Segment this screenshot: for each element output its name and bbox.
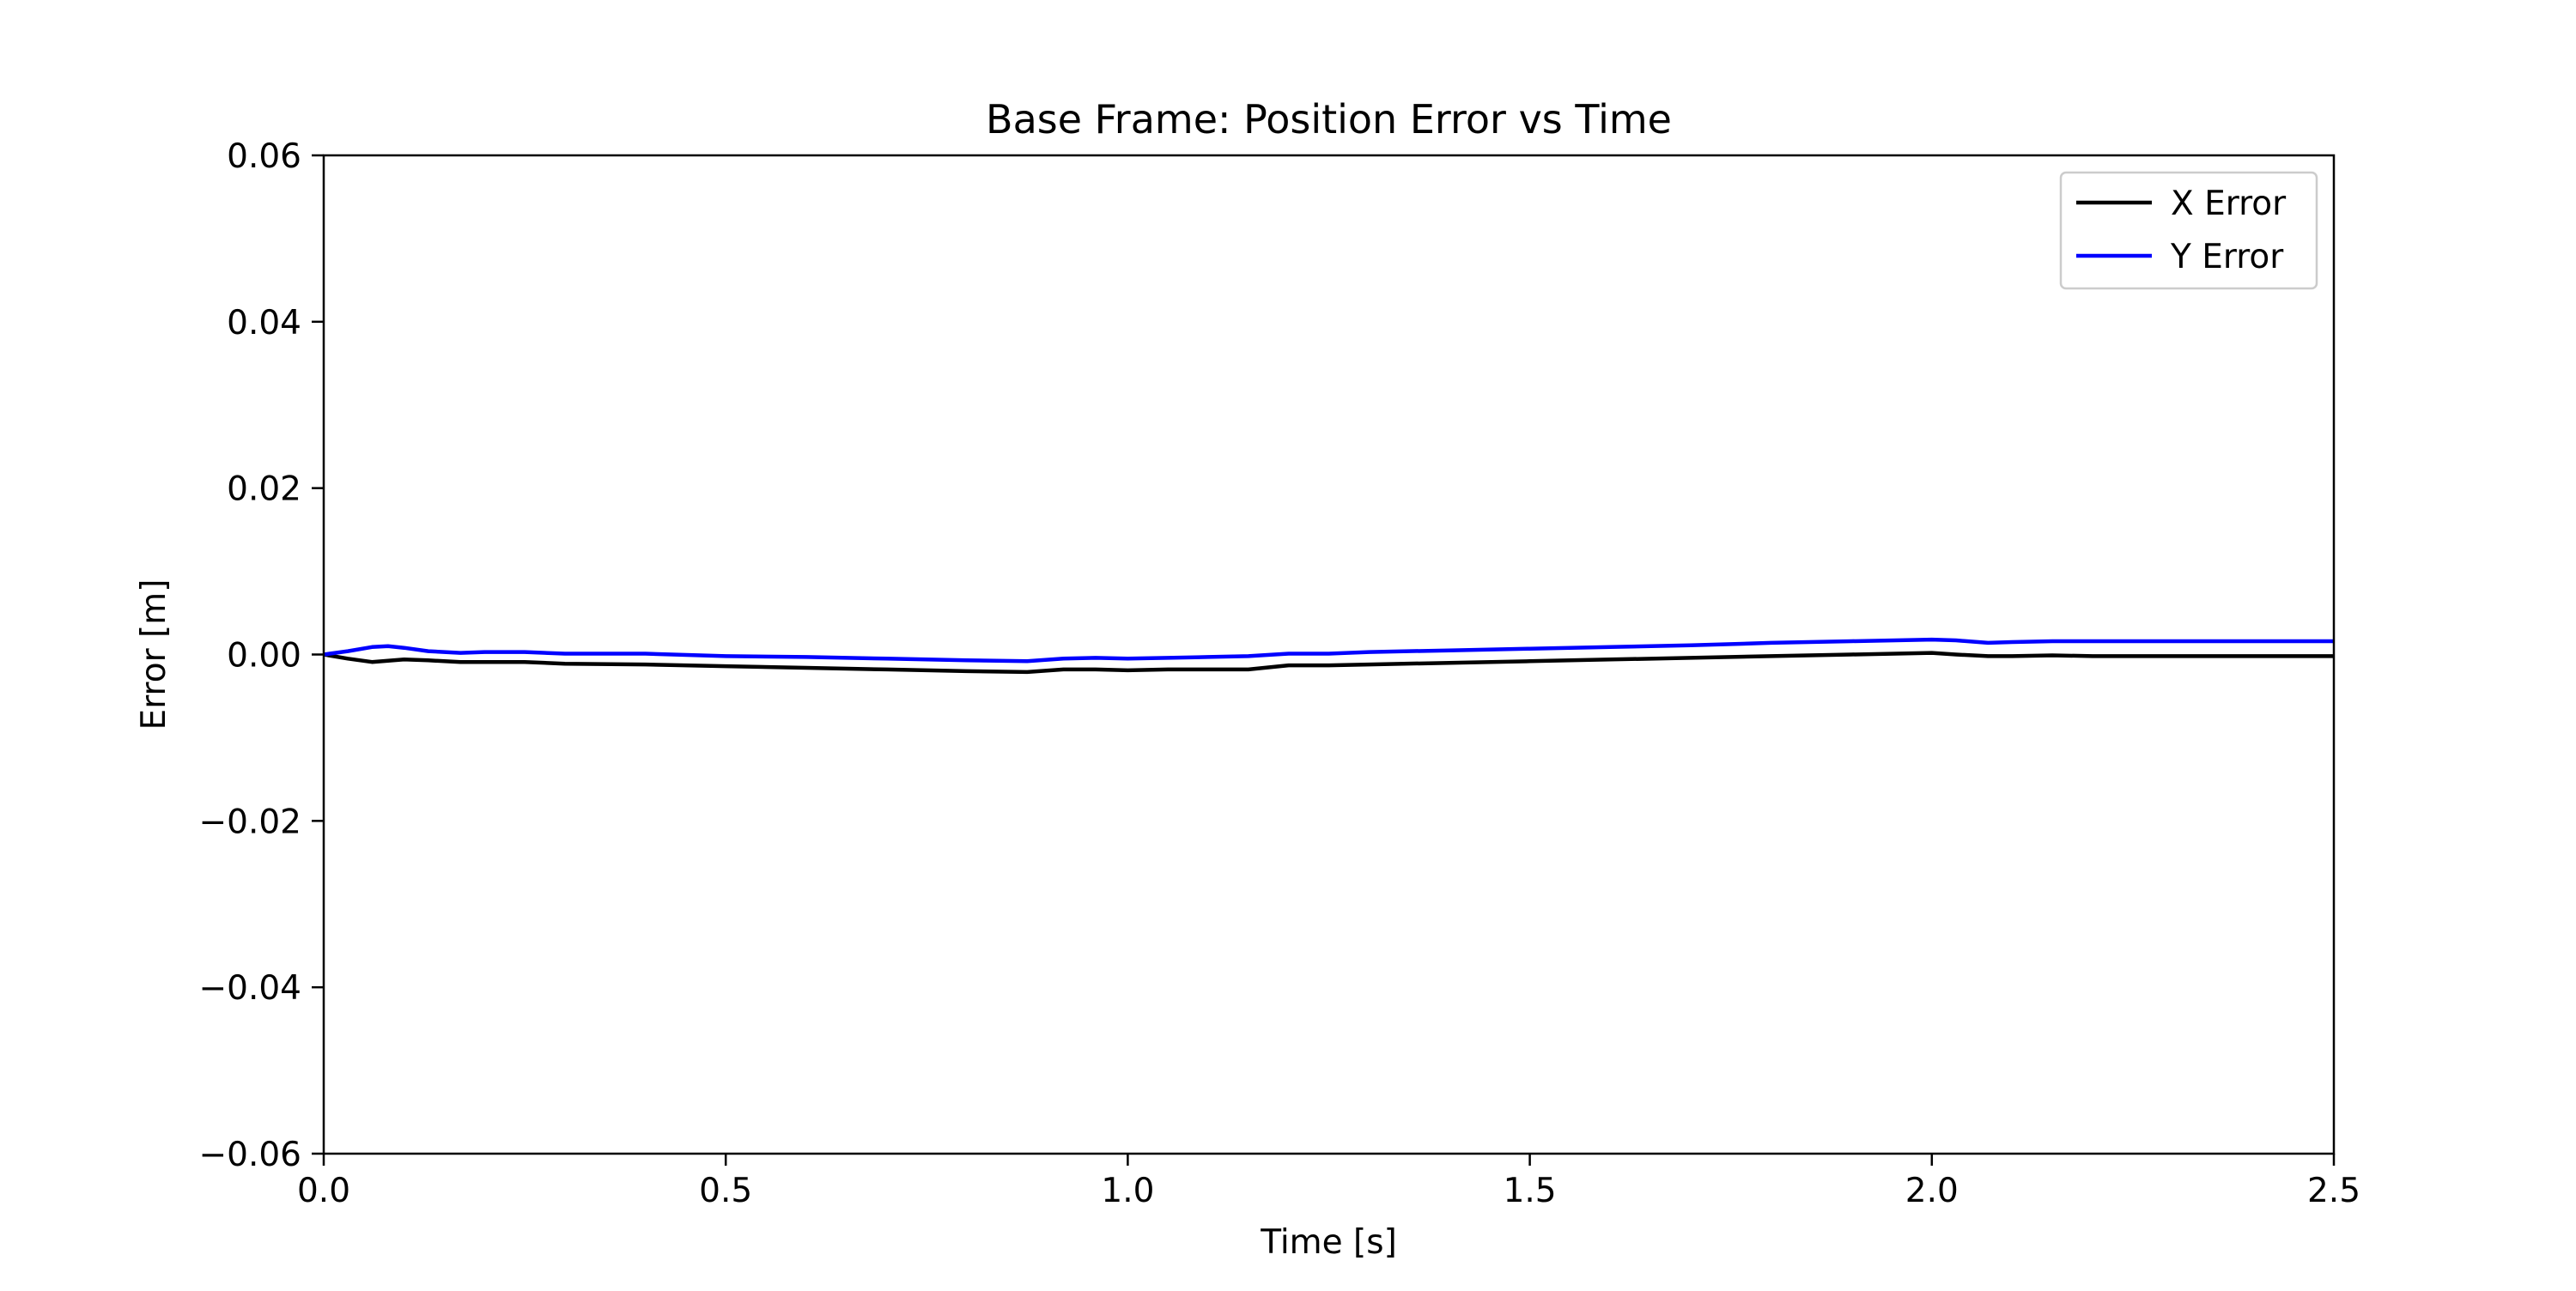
legend-label: X Error <box>2171 185 2287 223</box>
y-tick-label: −0.04 <box>198 969 301 1008</box>
x-tick-label: 2.5 <box>2307 1172 2360 1210</box>
legend: X Error Y Error <box>2059 171 2318 290</box>
legend-label: Y Error <box>2170 238 2284 276</box>
x-tick-label: 2.0 <box>1905 1172 1959 1210</box>
x-tick-label: 1.0 <box>1101 1172 1154 1210</box>
series-line-x-error <box>324 651 2334 675</box>
x-tick-label: 1.5 <box>1504 1172 1557 1210</box>
ticks-layer: 0.0 0.5 1.0 1.5 2.0 2.5 −0.06 −0.04 −0.02 0.00 0.0… <box>198 137 2360 1210</box>
y-tick-label: 0.04 <box>227 304 301 342</box>
y-tick-label: 0.06 <box>227 137 301 176</box>
y-axis-label: Error [m] <box>135 579 173 730</box>
y-tick-label: 0.00 <box>227 637 301 676</box>
y-tick-label: −0.06 <box>198 1136 301 1174</box>
plot-frame <box>322 154 2336 1155</box>
x-axis-label: Time [s] <box>1260 1223 1397 1262</box>
chart-title: Base Frame: Position Error vs Time <box>986 96 1672 142</box>
series-layer <box>324 637 2334 675</box>
x-tick-label: 0.0 <box>297 1172 350 1210</box>
x-tick-label: 0.5 <box>699 1172 752 1210</box>
series-line-y-error <box>324 637 2334 664</box>
y-tick-label: −0.02 <box>198 803 301 841</box>
y-tick-label: 0.02 <box>227 470 301 509</box>
